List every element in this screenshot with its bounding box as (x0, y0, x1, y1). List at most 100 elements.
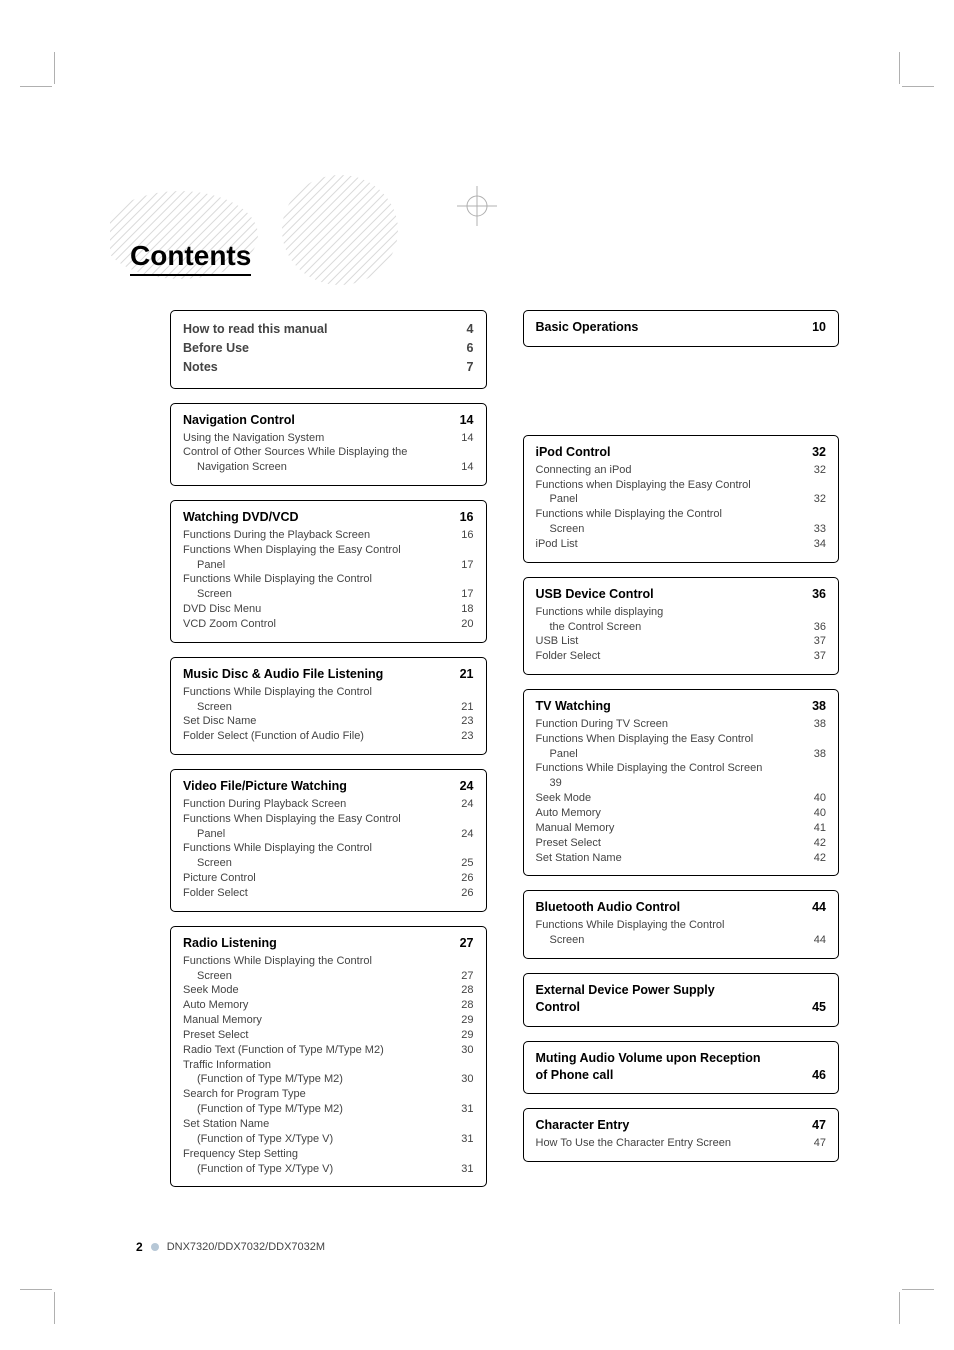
section-title: Bluetooth Audio Control (536, 899, 681, 916)
toc-row: Functions when Displaying the Easy Contr… (536, 478, 827, 493)
page-number: 2 (136, 1240, 143, 1254)
left-column: How to read this manual4Before Use6Notes… (170, 310, 487, 1187)
registration-mark (457, 186, 497, 226)
toc-label: (Function of Type X/Type V) (183, 1162, 446, 1177)
toc-label: Set Station Name (536, 851, 799, 866)
toc-row: iPod List34 (536, 537, 827, 552)
toc-label: Control of Other Sources While Displayin… (183, 445, 446, 460)
section-head: iPod Control32 (536, 444, 827, 461)
toc-page: 31 (454, 1162, 474, 1177)
toc-row: How To Use the Character Entry Screen47 (536, 1136, 827, 1151)
toc-label: Navigation Screen (183, 460, 446, 475)
toc-row: Functions While Displaying the Control (536, 918, 827, 933)
toc-label: Functions While Displaying the Control (183, 572, 446, 587)
toc-page: 6 (454, 340, 474, 357)
toc-page: 20 (454, 617, 474, 632)
toc-label: Functions When Displaying the Easy Contr… (183, 543, 446, 558)
toc-page: 4 (454, 321, 474, 338)
toc-label: Set Station Name (183, 1117, 446, 1132)
toc-page: 34 (806, 537, 826, 552)
toc-page: 40 (806, 806, 826, 821)
section-page: 45 (812, 999, 826, 1016)
toc-label: Functions While Displaying the Control (183, 685, 446, 700)
toc-row: Seek Mode40 (536, 791, 827, 806)
toc-label: USB List (536, 634, 799, 649)
toc-label: Folder Select (Function of Audio File) (183, 729, 446, 744)
toc-label: Using the Navigation System (183, 431, 446, 446)
toc-row: Screen 25 (183, 856, 474, 871)
toc-row: Picture Control26 (183, 871, 474, 886)
section-title: TV Watching (536, 698, 611, 715)
toc-row: Screen33 (536, 522, 827, 537)
toc-label: Connecting an iPod (536, 463, 799, 478)
toc-box: Music Disc & Audio File Listening21Funct… (170, 657, 487, 755)
toc-page: 41 (806, 821, 826, 836)
toc-row: Before Use6 (183, 340, 474, 357)
toc-row: Functions While Displaying the Control (183, 572, 474, 587)
hatch-decor (280, 170, 420, 290)
toc-label: Functions While Displaying the Control (183, 841, 446, 856)
toc-row: Frequency Step Setting (183, 1147, 474, 1162)
page-footer: 2 DNX7320/DDX7032/DDX7032M (136, 1240, 325, 1254)
crop-mark (899, 52, 900, 84)
footer-dot-icon (151, 1243, 159, 1251)
model-string: DNX7320/DDX7032/DDX7032M (167, 1241, 325, 1253)
toc-row: Connecting an iPod32 (536, 463, 827, 478)
toc-label: (Function of Type M/Type M2) (183, 1072, 446, 1087)
toc-page: 30 (454, 1043, 474, 1058)
toc-row: Screen21 (183, 700, 474, 715)
toc-row: Manual Memory29 (183, 1013, 474, 1028)
toc-box: Watching DVD/VCD16Functions During the P… (170, 500, 487, 643)
toc-page: 24 (454, 827, 474, 842)
toc-row: Screen44 (536, 933, 827, 948)
toc-label: Seek Mode (536, 791, 799, 806)
toc-label: Functions When Displaying the Easy Contr… (536, 732, 799, 747)
toc-row: How to read this manual 4 (183, 321, 474, 338)
toc-row: (Function of Type X/Type V) 31 (183, 1162, 474, 1177)
section-page: 47 (812, 1117, 826, 1134)
crop-mark (902, 1289, 934, 1290)
crop-mark (20, 1289, 52, 1290)
toc-row: USB List37 (536, 634, 827, 649)
toc-row: Set Station Name (183, 1117, 474, 1132)
section-head: TV Watching38 (536, 698, 827, 715)
toc-row: Functions While Displaying the Control (183, 841, 474, 856)
toc-label: Seek Mode (183, 983, 446, 998)
toc-row: Traffic Information (183, 1058, 474, 1073)
section-head: Music Disc & Audio File Listening21 (183, 666, 474, 683)
section-title: Music Disc & Audio File Listening (183, 666, 383, 683)
toc-page: 37 (806, 649, 826, 664)
toc-label: Screen (183, 856, 446, 871)
toc-label: Auto Memory (536, 806, 799, 821)
toc-label: Panel (183, 827, 446, 842)
toc-page: 28 (454, 998, 474, 1013)
toc-page: 29 (454, 1013, 474, 1028)
toc-label: Preset Select (536, 836, 799, 851)
crop-mark (54, 52, 55, 84)
toc-label: (Function of Type X/Type V) (183, 1132, 446, 1147)
toc-page: 23 (454, 714, 474, 729)
toc-row: the Control Screen36 (536, 620, 827, 635)
toc-box: Bluetooth Audio Control44Functions While… (523, 890, 840, 959)
section-title: Character Entry (536, 1117, 630, 1134)
toc-page: 21 (454, 700, 474, 715)
toc-page: 25 (454, 856, 474, 871)
toc-label: Folder Select (536, 649, 799, 664)
toc-box: iPod Control32 Connecting an iPod32Functi… (523, 435, 840, 563)
toc-row: Radio Text (Function of Type M/Type M2) 3… (183, 1043, 474, 1058)
toc-label: How to read this manual (183, 321, 446, 338)
crop-mark (902, 86, 934, 87)
toc-page: 30 (454, 1072, 474, 1087)
toc-label: Traffic Information (183, 1058, 446, 1073)
toc-label: Screen (536, 522, 799, 537)
toc-label: Screen (183, 587, 446, 602)
toc-label: Panel (183, 558, 446, 573)
toc-page: 42 (806, 836, 826, 851)
toc-page: 26 (454, 871, 474, 886)
toc-row: Preset Select 42 (536, 836, 827, 851)
toc-label: Radio Text (Function of Type M/Type M2) (183, 1043, 446, 1058)
toc-row: Using the Navigation System14 (183, 431, 474, 446)
toc-page: 31 (454, 1132, 474, 1147)
toc-row: Screen17 (183, 587, 474, 602)
toc-row: Navigation Screen14 (183, 460, 474, 475)
